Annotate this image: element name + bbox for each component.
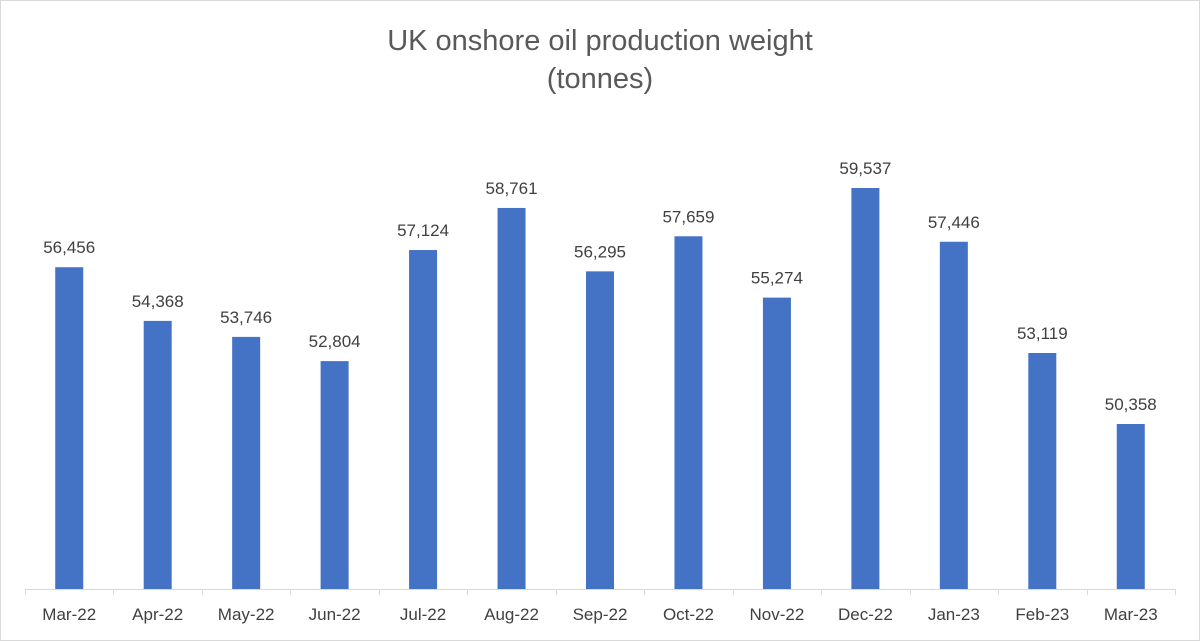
bar-dec-22	[851, 188, 880, 589]
data-label-jan-23: 57,446	[928, 213, 980, 232]
x-tick-label-oct-22: Oct-22	[663, 605, 714, 624]
x-tick-label-jul-22: Jul-22	[400, 605, 446, 624]
data-label-mar-23: 50,358	[1105, 395, 1157, 414]
x-tick-label-mar-22: Mar-22	[42, 605, 96, 624]
bar-sep-22	[586, 271, 614, 589]
chart-title-line-1: UK onshore oil production weight	[387, 25, 813, 57]
data-label-aug-22: 58,761	[486, 179, 538, 198]
data-label-oct-22: 57,659	[662, 207, 714, 226]
bar-feb-23	[1028, 353, 1057, 589]
data-label-feb-23: 53,119	[1017, 324, 1068, 343]
data-label-dec-22: 59,537	[839, 159, 891, 178]
bar-apr-22	[143, 320, 172, 589]
bar-nov-22	[762, 297, 791, 589]
data-label-nov-22: 55,274	[751, 269, 803, 288]
bar-mar-22	[55, 267, 84, 589]
x-tick-label-apr-22: Apr-22	[132, 605, 183, 624]
x-tick-label-feb-23: Feb-23	[1015, 605, 1069, 624]
data-label-mar-22: 56,456	[43, 238, 95, 257]
bar-jan-23	[939, 241, 968, 589]
bar-jul-22	[409, 250, 438, 589]
x-tick-label-nov-22: Nov-22	[750, 605, 805, 624]
x-tick-label-may-22: May-22	[218, 605, 275, 624]
chart-title: UK onshore oil production weight (tonnes…	[0, 22, 1200, 98]
x-tick-label-jan-23: Jan-23	[928, 605, 980, 624]
bar-mar-23	[1116, 424, 1145, 589]
data-label-apr-22: 54,368	[132, 292, 184, 311]
bar-may-22	[232, 336, 261, 589]
chart-title-line-2: (tonnes)	[546, 63, 654, 95]
bar-oct-22	[674, 236, 703, 589]
x-tick-label-aug-22: Aug-22	[484, 605, 539, 624]
x-tick-label-mar-23: Mar-23	[1104, 605, 1158, 624]
data-label-jun-22: 52,804	[309, 332, 361, 351]
bar-aug-22	[497, 207, 526, 589]
x-tick-label-sep-22: Sep-22	[573, 605, 628, 624]
data-label-sep-22: 56,295	[574, 242, 626, 261]
data-label-may-22: 53,746	[220, 308, 272, 327]
data-label-jul-22: 57,124	[397, 221, 449, 240]
bar-jun-22	[320, 361, 349, 589]
x-tick-label-jun-22: Jun-22	[309, 605, 361, 624]
x-tick-label-dec-22: Dec-22	[838, 605, 893, 624]
